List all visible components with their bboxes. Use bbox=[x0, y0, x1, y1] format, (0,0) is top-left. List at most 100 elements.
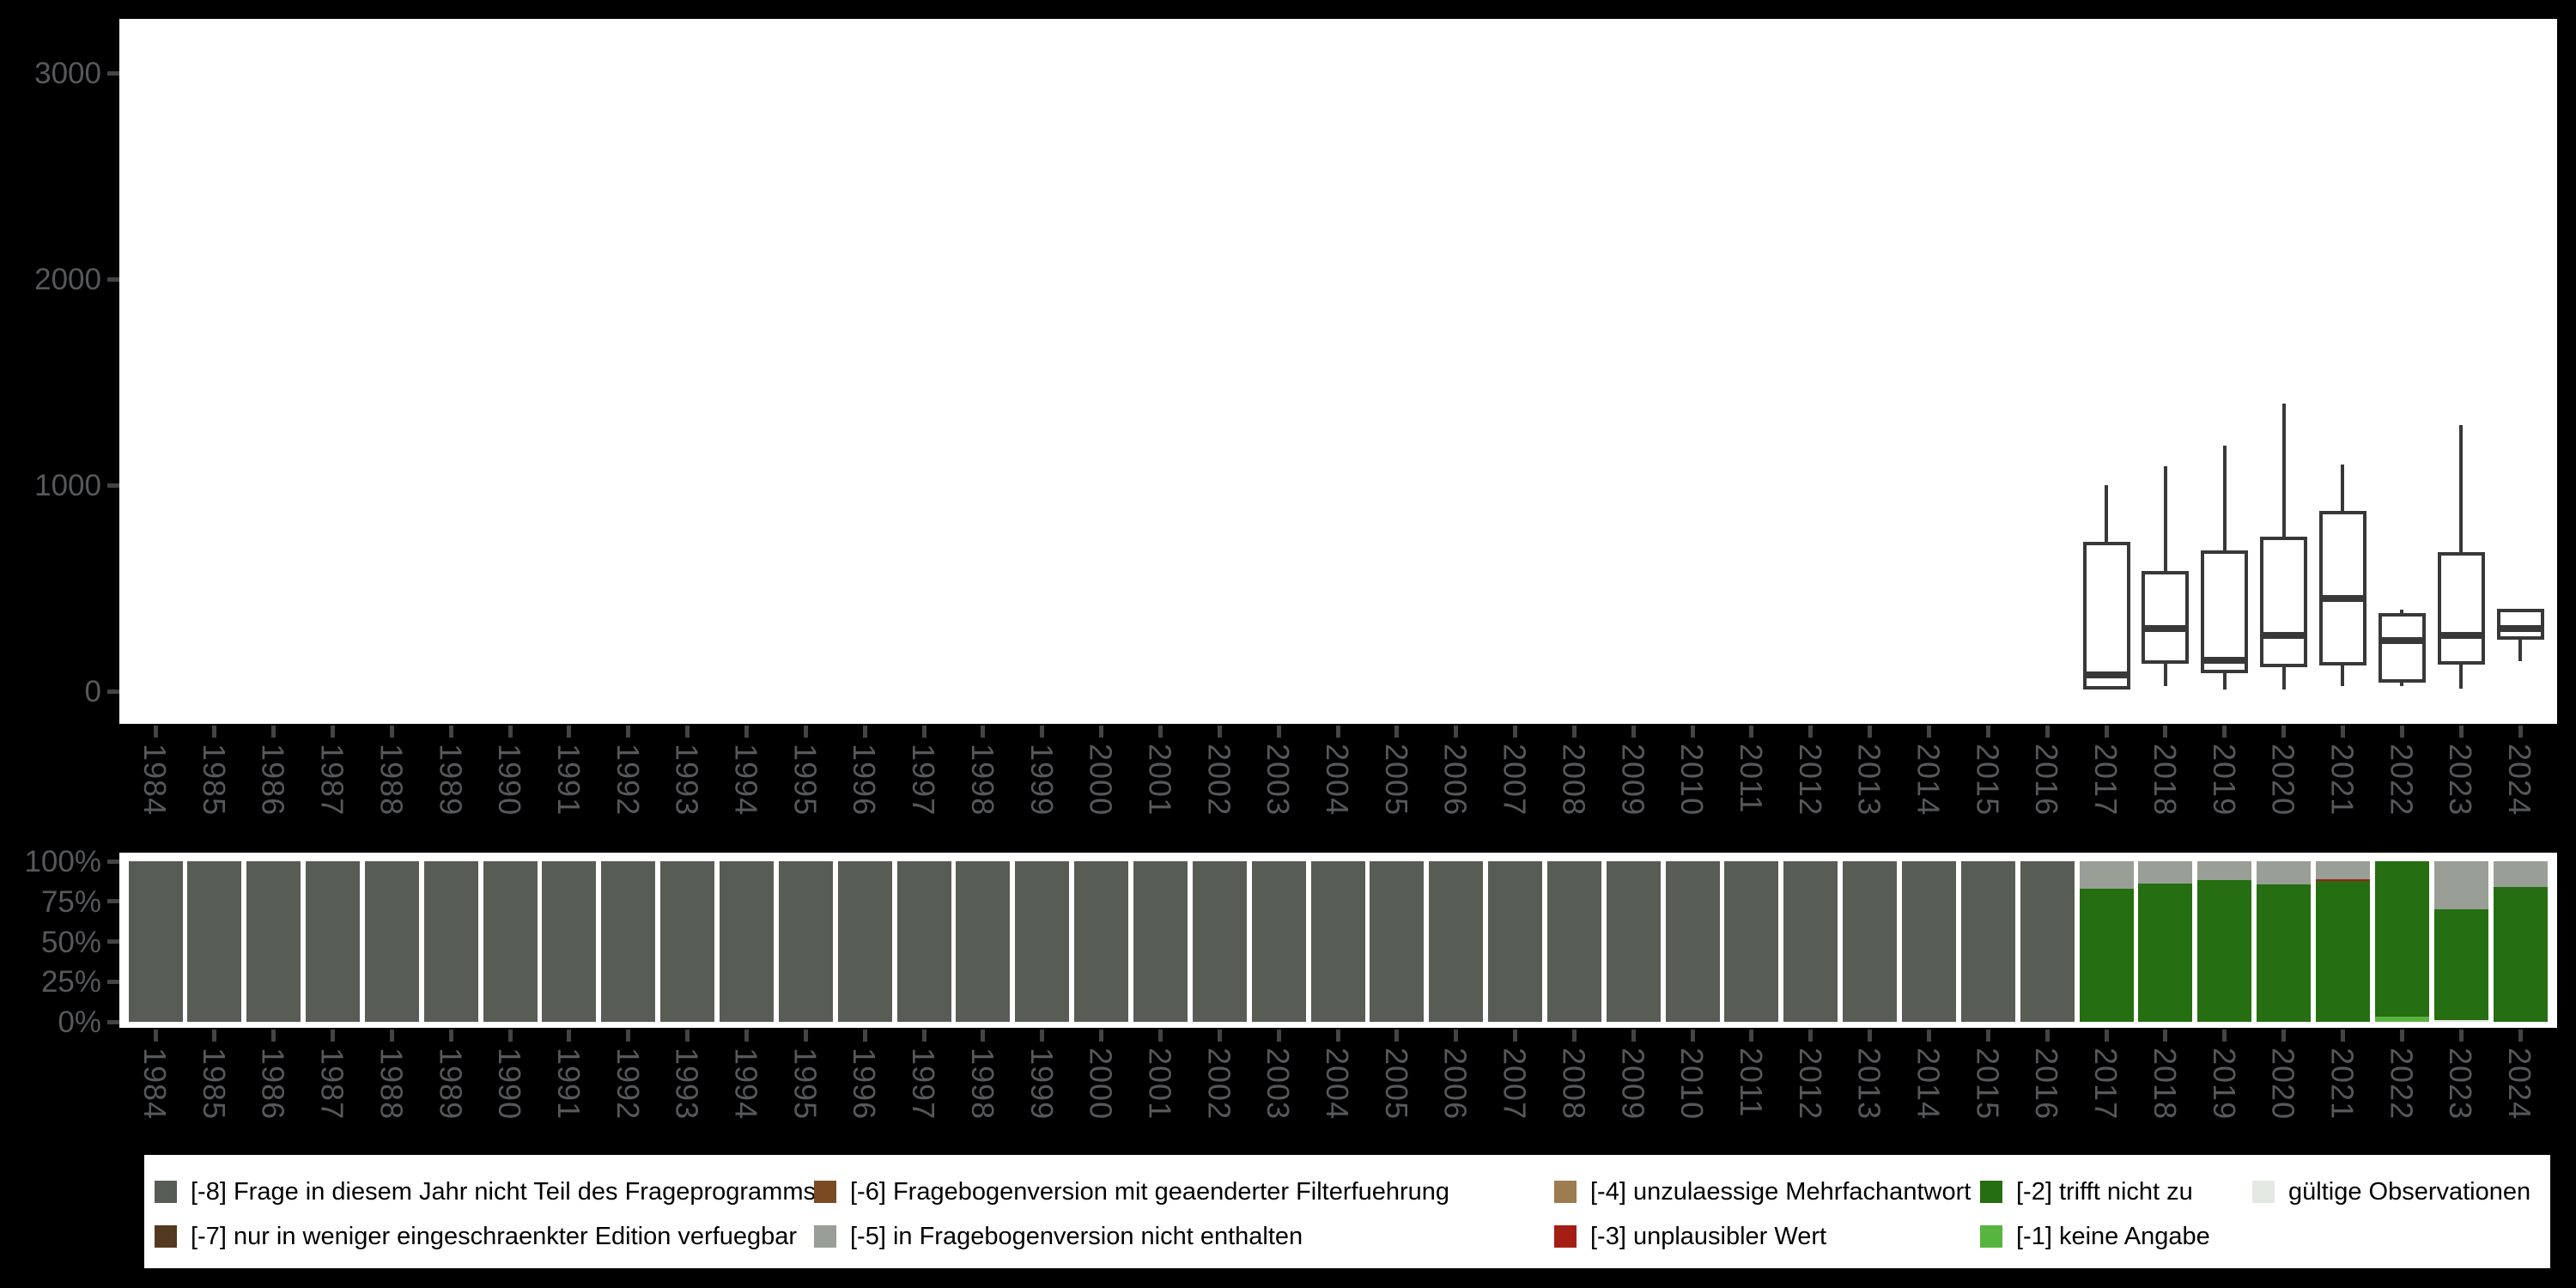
boxplot-box-2021 bbox=[2318, 511, 2366, 665]
stacked-x-tick bbox=[448, 1030, 453, 1042]
stacked-x-tick-label: 2011 bbox=[1733, 1048, 1769, 1118]
boxplot-x-tick-label: 1989 bbox=[433, 744, 469, 817]
bar-segment--8 bbox=[306, 861, 361, 1022]
boxplot-x-tick-label: 2011 bbox=[1733, 744, 1769, 814]
boxplot-x-tick bbox=[2044, 726, 2050, 738]
boxplot-x-tick-label: 1995 bbox=[787, 744, 823, 817]
stacked-x-tick bbox=[567, 1030, 572, 1042]
stacked-bar-2009 bbox=[1606, 861, 1661, 1022]
boxplot-upper-whisker bbox=[2222, 446, 2227, 550]
stacked-x-tick-label: 2009 bbox=[1615, 1048, 1651, 1121]
boxplot-x-tick bbox=[1927, 726, 1931, 738]
stacked-bar-2021 bbox=[2315, 861, 2370, 1022]
boxplot-x-tick-label: 1991 bbox=[550, 744, 586, 817]
legend-label--7: [-7] nur in weniger eingeschraenkter Edi… bbox=[191, 1223, 798, 1250]
stacked-x-tick-label: 2016 bbox=[2029, 1048, 2065, 1121]
boxplot-x-tick-label: 2016 bbox=[2029, 744, 2065, 817]
boxplot-x-tick bbox=[1394, 726, 1400, 738]
boxplot-lower-whisker bbox=[2400, 682, 2404, 687]
bar-segment--5 bbox=[2493, 861, 2548, 887]
bar-segment--8 bbox=[364, 861, 419, 1022]
boxplot-x-tick bbox=[981, 726, 986, 738]
stacked-x-tick-label: 2013 bbox=[1851, 1048, 1887, 1121]
stacked-bar-2020 bbox=[2257, 861, 2312, 1022]
legend-swatch--3 bbox=[1554, 1225, 1577, 1248]
boxplot-x-tick bbox=[567, 726, 572, 738]
boxplot-y-tick bbox=[107, 483, 119, 488]
boxplot-lower-whisker bbox=[2341, 665, 2345, 686]
stacked-y-tick-label: 75% bbox=[40, 884, 101, 919]
stacked-bar-2023 bbox=[2433, 861, 2488, 1022]
stacked-x-tick bbox=[1749, 1030, 1754, 1042]
stacked-x-tick-label: 1984 bbox=[137, 1048, 173, 1121]
boxplot-x-tick bbox=[1513, 726, 1518, 738]
bar-segment--8 bbox=[1902, 861, 1956, 1022]
boxplot-x-tick bbox=[507, 726, 513, 738]
stacked-x-tick-label: 2021 bbox=[2324, 1048, 2360, 1121]
boxplot-x-tick bbox=[2163, 726, 2168, 738]
boxplot-x-tick bbox=[331, 726, 336, 738]
boxplot-x-tick bbox=[2340, 726, 2345, 738]
bar-segment--5 bbox=[2197, 861, 2252, 881]
stacked-y-tick-label: 50% bbox=[40, 925, 101, 959]
stacked-y-tick bbox=[107, 979, 119, 984]
bar-segment--3 bbox=[2315, 878, 2370, 882]
bar-segment--8 bbox=[601, 861, 656, 1022]
legend-swatch-valid bbox=[2252, 1181, 2275, 1203]
bar-segment--8 bbox=[1015, 861, 1070, 1022]
stacked-bar-2013 bbox=[1843, 861, 1898, 1022]
stacked-x-tick-label: 1985 bbox=[196, 1048, 232, 1121]
stacked-x-tick-label: 1989 bbox=[433, 1048, 469, 1121]
boxplot-x-tick-label: 1992 bbox=[610, 744, 646, 817]
boxplot-x-tick-label: 1996 bbox=[847, 744, 883, 817]
legend-label--4: [-4] unzulaessige Mehrfachantwort bbox=[1590, 1178, 1971, 1206]
stacked-bar-1993 bbox=[660, 861, 715, 1022]
stacked-x-tick bbox=[2281, 1030, 2287, 1042]
boxplot-x-tick bbox=[1808, 726, 1814, 738]
stacked-x-tick-label: 1990 bbox=[492, 1048, 528, 1121]
bar-segment--2 bbox=[2257, 884, 2312, 1022]
stacked-bar-1991 bbox=[542, 861, 597, 1022]
bar-segment--8 bbox=[1546, 861, 1601, 1022]
boxplot-x-tick bbox=[1868, 726, 1873, 738]
stacked-x-tick bbox=[2044, 1030, 2050, 1042]
stacked-x-tick-label: 2018 bbox=[2147, 1048, 2183, 1121]
stacked-x-tick-label: 1986 bbox=[255, 1048, 291, 1121]
boxplot-x-tick bbox=[1985, 726, 1990, 738]
stacked-bar-1989 bbox=[423, 861, 478, 1022]
boxplot-y-tick-label: 0 bbox=[84, 675, 101, 708]
boxplot-upper-whisker bbox=[2400, 609, 2404, 613]
boxplot-x-tick bbox=[1571, 726, 1577, 738]
stacked-x-tick-label: 2000 bbox=[1083, 1048, 1119, 1121]
boxplot-lower-whisker bbox=[2163, 664, 2167, 686]
boxplot-median bbox=[2201, 657, 2249, 664]
boxplot-x-tick-label: 2023 bbox=[2443, 744, 2479, 817]
boxplot-x-tick-label: 2022 bbox=[2384, 744, 2420, 817]
boxplot-x-tick bbox=[803, 726, 808, 738]
stacked-bar-2012 bbox=[1783, 861, 1838, 1022]
boxplot-x-tick-label: 1993 bbox=[669, 744, 705, 817]
boxplot-x-tick bbox=[1099, 726, 1104, 738]
bar-segment--2 bbox=[2433, 909, 2488, 1021]
bar-segment--8 bbox=[1843, 861, 1898, 1022]
bar-segment--8 bbox=[1960, 861, 2015, 1022]
stacked-x-tick bbox=[1099, 1030, 1104, 1042]
stacked-bar-2024 bbox=[2493, 861, 2548, 1022]
bar-segment--8 bbox=[246, 861, 301, 1022]
boxplot-x-tick bbox=[1157, 726, 1163, 738]
stacked-bar-1984 bbox=[128, 861, 183, 1022]
stacked-bar-2011 bbox=[1724, 861, 1779, 1022]
stacked-x-tick bbox=[1217, 1030, 1222, 1042]
stacked-x-tick bbox=[1690, 1030, 1695, 1042]
stacked-bar-1998 bbox=[956, 861, 1011, 1022]
boxplot-y-tick-label: 2000 bbox=[34, 263, 101, 296]
boxplot-x-tick bbox=[921, 726, 927, 738]
boxplot-x-tick-label: 2018 bbox=[2147, 744, 2183, 817]
stacked-bar-2000 bbox=[1074, 861, 1129, 1022]
stacked-x-tick bbox=[212, 1030, 217, 1042]
boxplot-x-tick bbox=[1335, 726, 1340, 738]
stacked-x-tick-label: 1998 bbox=[964, 1048, 1000, 1121]
stacked-bar-1997 bbox=[896, 861, 951, 1022]
stacked-x-tick-label: 2020 bbox=[2265, 1048, 2301, 1121]
stacked-bar-1996 bbox=[837, 861, 892, 1022]
